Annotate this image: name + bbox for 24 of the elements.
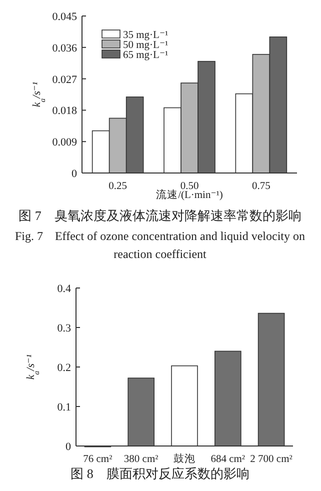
y-tick-label: 0.2 bbox=[57, 362, 71, 374]
legend-label: 50 mg·L⁻¹ bbox=[123, 40, 168, 51]
x-tick-label: 684 cm² bbox=[210, 454, 246, 465]
x-tick-label: 0.75 bbox=[252, 181, 270, 192]
y-tick-label: 0.4 bbox=[57, 283, 72, 295]
legend-label: 65 mg·L⁻¹ bbox=[123, 50, 168, 61]
y-tick-label: 0.018 bbox=[52, 105, 78, 118]
text: 图 8 膜面积对反应系数的影响 bbox=[70, 466, 250, 481]
x-tick-label: 76 cm² bbox=[83, 454, 112, 465]
y-tick-label: 0.1 bbox=[57, 402, 71, 414]
legend-label: 35 mg·L⁻¹ bbox=[123, 30, 168, 41]
y-tick-label: 0.036 bbox=[52, 42, 78, 54]
y-tick-label: 0.3 bbox=[57, 322, 72, 334]
x-tick-label: 鼓泡 bbox=[174, 452, 196, 465]
y-tick-label: 0 bbox=[66, 441, 72, 453]
y-tick-label: 0 bbox=[72, 168, 78, 180]
text: 图 7 臭氧浓度及液体流速对降解速率常数的影响 bbox=[18, 208, 302, 223]
y-tick-label: 0.009 bbox=[52, 136, 78, 149]
y-tick-label: 0.027 bbox=[52, 74, 78, 86]
x-tick-label: 0.25 bbox=[108, 181, 128, 192]
x-tick-label: 380 cm² bbox=[124, 454, 158, 465]
x-tick-label: 2 700 cm² bbox=[250, 454, 292, 465]
text: Fig. 7 Effect of ozone concentration and liquid velocity on reaction coefficient bbox=[14, 229, 306, 261]
y-tick-label: 0.045 bbox=[52, 11, 78, 23]
